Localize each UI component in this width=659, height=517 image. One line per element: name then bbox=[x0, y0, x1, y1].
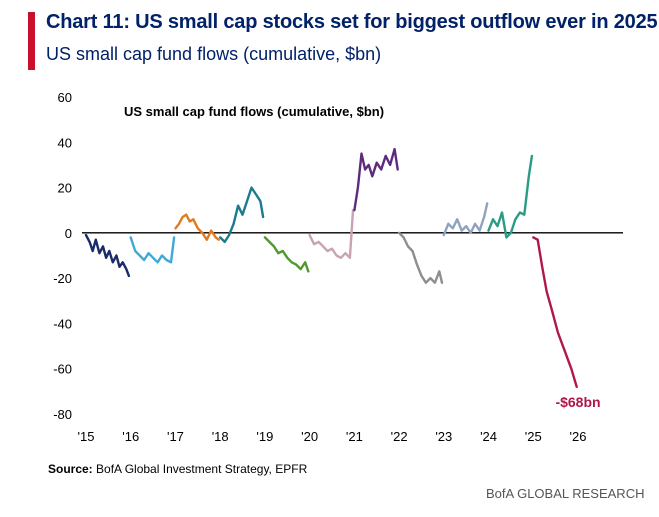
x-tick-label: '17 bbox=[167, 429, 184, 444]
source-note: Source: BofA Global Investment Strategy,… bbox=[48, 462, 307, 476]
x-tick-label: '22 bbox=[391, 429, 408, 444]
source-text: BofA Global Investment Strategy, EPFR bbox=[92, 462, 308, 476]
y-tick-label: -40 bbox=[53, 316, 72, 331]
x-tick-label: '26 bbox=[570, 429, 587, 444]
x-tick-label: '19 bbox=[256, 429, 273, 444]
x-tick-label: '20 bbox=[301, 429, 318, 444]
x-tick-label: '16 bbox=[122, 429, 139, 444]
x-tick-label: '24 bbox=[480, 429, 497, 444]
brand-label: BofA GLOBAL RESEARCH bbox=[486, 486, 645, 501]
y-tick-label: -20 bbox=[53, 271, 72, 286]
end-value-annotation: -$68bn bbox=[555, 394, 600, 410]
series-line-2015 bbox=[84, 233, 131, 278]
x-tick-label: '23 bbox=[435, 429, 452, 444]
x-tick-label: '21 bbox=[346, 429, 363, 444]
series-line-2021 bbox=[353, 147, 399, 212]
source-label: Source: bbox=[48, 462, 93, 476]
y-tick-label: 0 bbox=[65, 226, 72, 241]
series-line-2020 bbox=[308, 208, 355, 259]
y-tick-label: 20 bbox=[58, 181, 72, 196]
y-tick-label: 60 bbox=[58, 90, 72, 105]
chart-inner-title: US small cap fund flows (cumulative, $bn… bbox=[124, 104, 384, 119]
y-tick-label: -60 bbox=[53, 362, 72, 377]
series-line-2018 bbox=[218, 186, 265, 244]
y-tick-label: -80 bbox=[53, 407, 72, 422]
chart-title: Chart 11: US small cap stocks set for bi… bbox=[46, 11, 658, 33]
title-accent-bar bbox=[28, 12, 35, 70]
series-line-2023 bbox=[442, 202, 489, 237]
series-line-2016 bbox=[129, 236, 176, 264]
series-line-2024 bbox=[487, 154, 534, 239]
series-line-2022 bbox=[397, 231, 444, 284]
chart-subtitle: US small cap fund flows (cumulative, $bn… bbox=[46, 44, 382, 64]
x-tick-label: '18 bbox=[212, 429, 229, 444]
series-line-2025 bbox=[532, 236, 578, 388]
y-tick-label: 40 bbox=[58, 135, 72, 150]
x-tick-label: '25 bbox=[525, 429, 542, 444]
series-line-2019 bbox=[263, 236, 310, 273]
series-line-2017 bbox=[174, 213, 221, 241]
x-tick-label: '15 bbox=[78, 429, 95, 444]
